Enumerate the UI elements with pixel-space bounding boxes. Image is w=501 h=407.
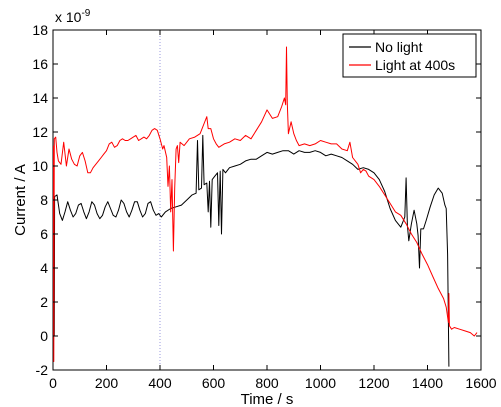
x-tick-label: 200 <box>95 375 119 391</box>
y-axis-label: Current / A <box>12 164 29 236</box>
series-layer <box>53 46 478 367</box>
series-line-light-at-400s <box>53 46 478 362</box>
x-axis-ticks: 0 200 400 600 800 1000 1200 1400 1600 <box>49 30 497 391</box>
x-tick-label: 1200 <box>358 375 389 391</box>
y-tick-label: 8 <box>40 192 48 208</box>
y-tick-label: 10 <box>32 158 48 174</box>
x-tick-label: 600 <box>202 375 226 391</box>
x-tick-label: 1400 <box>412 375 443 391</box>
y-tick-label: 0 <box>40 328 48 344</box>
y-tick-label: 6 <box>40 226 48 242</box>
x-tick-label: 0 <box>49 375 57 391</box>
legend-label-no-light: No light <box>375 39 423 55</box>
y-tick-label: 16 <box>32 56 48 72</box>
legend-label-light-at-400s: Light at 400s <box>375 57 455 73</box>
series-line-no-light <box>53 134 450 367</box>
legend-box <box>342 33 477 78</box>
y-axis-exponent: x 10-9 <box>55 8 91 25</box>
y-tick-label: 12 <box>32 124 48 140</box>
y-axis-ticks: -2 0 2 4 6 8 10 12 14 16 18 <box>32 22 481 378</box>
x-axis-label: Time / s <box>241 391 294 407</box>
x-tick-label: 400 <box>148 375 172 391</box>
x-tick-label: 1000 <box>305 375 336 391</box>
y-tick-label: 2 <box>40 294 48 310</box>
y-tick-label: 4 <box>40 260 48 276</box>
x-tick-label: 1600 <box>465 375 496 391</box>
y-tick-label: 18 <box>32 22 48 38</box>
x-tick-label: 800 <box>255 375 279 391</box>
y-tick-label: 14 <box>32 90 48 106</box>
legend: No light Light at 400s <box>342 33 477 78</box>
y-tick-label: -2 <box>36 362 49 378</box>
